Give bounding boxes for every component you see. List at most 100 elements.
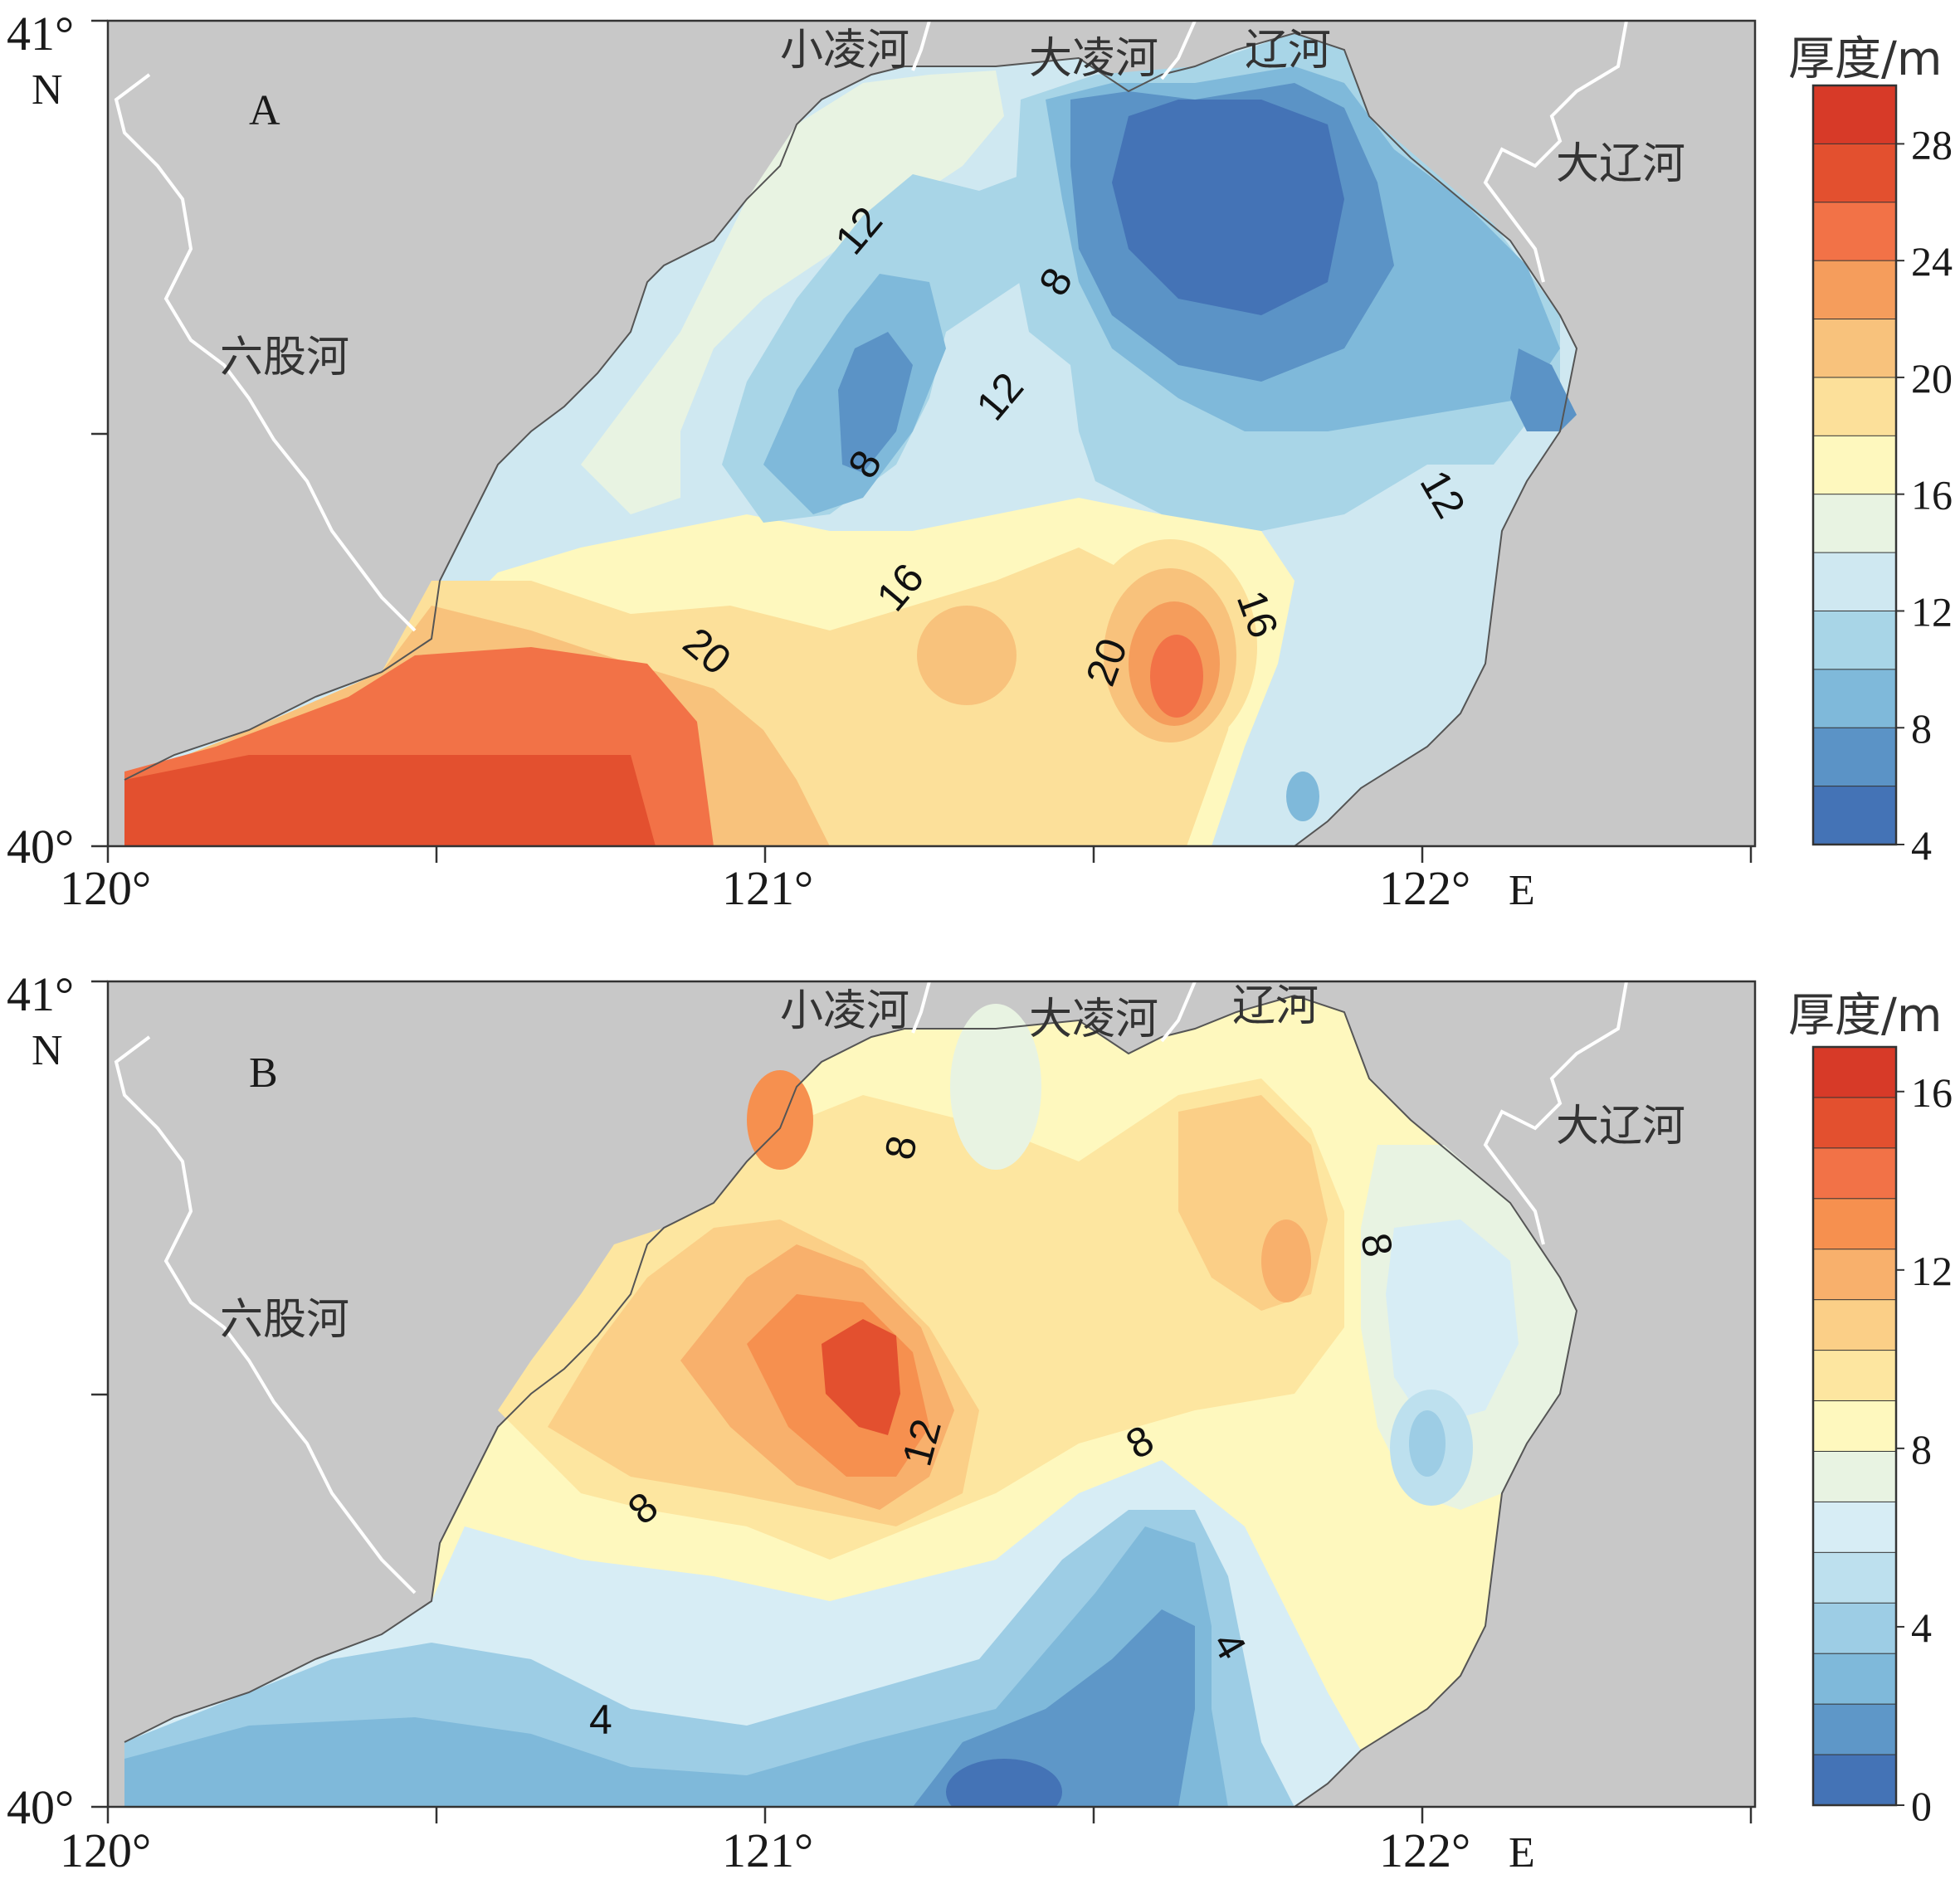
legend-a: 厚度/m 28 24 20 16 12 8 4 xyxy=(1788,32,1953,869)
legend-swatch xyxy=(1812,610,1897,670)
legend-swatch xyxy=(1812,260,1897,320)
x-tick-label: 120° xyxy=(60,1823,151,1877)
thickness-spot xyxy=(917,606,1017,705)
legend-swatch xyxy=(1812,1097,1897,1149)
thickness-spot xyxy=(1286,772,1319,821)
x-axis-unit: E xyxy=(1509,1829,1535,1877)
legend-swatch xyxy=(1812,669,1897,729)
panel-label: B xyxy=(249,1049,278,1097)
x-tick-label: 121° xyxy=(722,1823,813,1877)
x-tick-label: 120° xyxy=(60,861,151,915)
panel-b: 8 8 12 8 8 4 4 小凌河 大凌河 辽河 大辽河 六股河 B xyxy=(7,967,1953,1877)
thickness-zone-e xyxy=(1510,348,1577,431)
legend-colorbar xyxy=(1811,1045,1898,1807)
y-tick-label: 40° xyxy=(7,1780,74,1834)
thickness-zone-6-ne xyxy=(1112,100,1344,315)
legend-ticks: 16 12 8 4 0 xyxy=(1896,1069,1953,1829)
legend-swatch xyxy=(1812,727,1897,787)
legend-swatch xyxy=(1812,1147,1897,1200)
legend-tick-label: 24 xyxy=(1911,238,1953,285)
panel-b-ticks xyxy=(91,980,1753,1823)
river-da-liao xyxy=(1483,21,1628,283)
legend-tick-label: 8 xyxy=(1911,1426,1932,1473)
thickness-spot xyxy=(946,1759,1062,1807)
legend-tick-label: 4 xyxy=(1911,822,1932,869)
legend-tick-label: 0 xyxy=(1911,1783,1932,1829)
river-label-xiaoling: 小凌河 xyxy=(780,26,909,75)
thickness-zone-14 xyxy=(581,71,1004,514)
legend-swatch xyxy=(1812,1299,1897,1351)
thickness-spot xyxy=(1409,1410,1446,1477)
x-tick-label: 121° xyxy=(722,861,813,915)
legend-tick-label: 16 xyxy=(1911,1069,1953,1116)
thickness-zone-16 xyxy=(822,1319,900,1435)
river-label-liugu: 六股河 xyxy=(220,1295,349,1345)
legend-swatch xyxy=(1812,377,1897,437)
thickness-spot xyxy=(747,1070,813,1170)
legend-swatch xyxy=(1812,1350,1897,1402)
river-label-daling: 大凌河 xyxy=(1029,995,1158,1044)
y-tick-label: 40° xyxy=(7,820,74,874)
river-label-liugu: 六股河 xyxy=(220,333,349,382)
legend-swatch xyxy=(1812,1198,1897,1250)
legend-tick-label: 4 xyxy=(1911,1604,1932,1651)
river-xiaoling xyxy=(911,21,931,71)
x-tick-label: 122° xyxy=(1379,1823,1470,1877)
legend-frame xyxy=(1811,84,1898,846)
thickness-zone-e2 xyxy=(1386,1219,1519,1427)
legend-swatch xyxy=(1812,85,1897,145)
legend-swatch xyxy=(1812,1501,1897,1554)
legend-frame xyxy=(1811,1045,1898,1807)
legend-swatch xyxy=(1812,1400,1897,1453)
river-label-liao: 辽河 xyxy=(1245,26,1331,75)
legend-swatch xyxy=(1812,1703,1897,1756)
legend-colorbar xyxy=(1811,84,1898,846)
y-axis-unit: N xyxy=(32,66,63,114)
legend-swatch xyxy=(1812,143,1897,203)
legend-swatch xyxy=(1812,1754,1897,1806)
legend-ticks: 28 24 20 16 12 8 4 xyxy=(1896,121,1953,869)
panel-label: A xyxy=(249,87,280,134)
legend-tick-label: 20 xyxy=(1911,355,1953,402)
legend-tick-label: 12 xyxy=(1911,588,1953,635)
legend-swatch xyxy=(1812,552,1897,612)
legend-b: 厚度/m 16 12 8 4 0 xyxy=(1788,989,1953,1829)
panel-a: 12 8 12 8 20 16 20 16 12 小凌河 大凌河 辽河 大辽河 … xyxy=(7,7,1953,915)
legend-title: 厚度/m xyxy=(1788,32,1942,86)
legend-tick-label: 12 xyxy=(1911,1248,1953,1294)
river-liugu xyxy=(114,1035,417,1594)
coastline xyxy=(124,994,1578,1807)
legend-swatch xyxy=(1812,1249,1897,1301)
river-label-daling: 大凌河 xyxy=(1029,34,1158,84)
river-xiaoling xyxy=(911,981,931,1034)
legend-swatch xyxy=(1812,1653,1897,1706)
legend-swatch xyxy=(1812,494,1897,554)
river-label-liao: 辽河 xyxy=(1232,981,1319,1031)
legend-title: 厚度/m xyxy=(1788,989,1942,1043)
thickness-spot xyxy=(1261,1219,1311,1302)
y-tick-label: 41° xyxy=(7,967,74,1021)
contour-label: 4 xyxy=(589,1697,612,1743)
thickness-zone-28 xyxy=(124,755,656,846)
legend-swatch xyxy=(1812,786,1897,845)
river-label-da-liao: 大辽河 xyxy=(1556,1102,1685,1151)
legend-swatch xyxy=(1812,1551,1897,1604)
legend-swatch xyxy=(1812,1046,1897,1098)
legend-tick-label: 28 xyxy=(1911,121,1953,168)
coastline xyxy=(124,32,1578,846)
river-daling xyxy=(1160,981,1197,1043)
river-da-liao xyxy=(1483,981,1628,1245)
panel-b-map: 8 8 12 8 8 4 4 小凌河 大凌河 辽河 大辽河 六股河 B xyxy=(108,981,1755,1807)
y-tick-label: 41° xyxy=(7,7,74,61)
panel-a-ticks xyxy=(91,19,1753,863)
legend-swatch xyxy=(1812,1450,1897,1503)
legend-tick-label: 8 xyxy=(1911,705,1932,752)
thickness-zone-3 xyxy=(124,1526,1228,1807)
x-axis-unit: E xyxy=(1509,867,1535,914)
thickness-spot xyxy=(950,1004,1041,1170)
thickness-zone-2 xyxy=(913,1609,1195,1807)
legend-swatch xyxy=(1812,1602,1897,1655)
legend-tick-label: 16 xyxy=(1911,472,1953,518)
y-axis-unit: N xyxy=(32,1027,63,1074)
